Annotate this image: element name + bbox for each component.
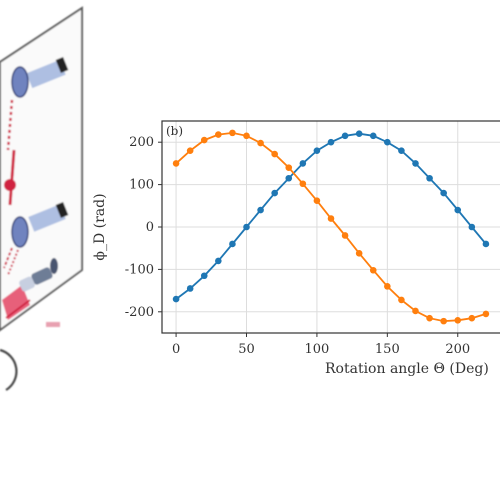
- y-tick-label: 100: [129, 178, 154, 193]
- data-point: [369, 266, 377, 274]
- x-axis-title: Rotation angle Θ (Deg): [325, 361, 489, 377]
- data-point: [285, 164, 293, 171]
- panel-label: (b): [166, 124, 183, 138]
- data-point: [186, 285, 194, 292]
- partial-circle: [0, 348, 18, 391]
- objective-lens-icon: [11, 202, 69, 248]
- data-point: [454, 316, 462, 324]
- data-point: [271, 189, 278, 197]
- data-point: [172, 160, 180, 167]
- data-point: [482, 240, 490, 248]
- grid: [162, 121, 500, 333]
- data-point: [200, 136, 208, 144]
- data-point: [257, 206, 264, 214]
- data-point: [454, 206, 462, 214]
- data-point: [369, 132, 377, 140]
- y-axis: 200 100 0 -100 -200: [125, 135, 162, 320]
- data-point: [200, 272, 208, 280]
- data-point: [313, 197, 321, 205]
- data-point: [341, 232, 349, 239]
- data-point: [412, 307, 419, 315]
- y-tick-label: -100: [125, 262, 154, 277]
- data-point: [327, 215, 335, 222]
- data-point: [215, 257, 222, 265]
- data-point: [229, 240, 236, 248]
- x-tick-label: 100: [305, 342, 330, 357]
- series-2: [172, 129, 490, 325]
- data-point: [398, 296, 405, 304]
- data-point: [229, 129, 236, 137]
- data-point: [398, 147, 405, 154]
- data-point: [257, 139, 264, 147]
- data-point: [468, 223, 476, 231]
- laser-source-icon: [19, 258, 58, 292]
- data-point: [243, 132, 250, 140]
- data-point: [440, 317, 447, 325]
- data-point: [327, 138, 335, 146]
- data-point: [299, 160, 307, 167]
- data-point: [355, 249, 363, 257]
- x-tick-label: 200: [445, 342, 470, 357]
- data-point: [426, 174, 433, 182]
- data-point: [384, 283, 391, 290]
- x-tick-label: 50: [238, 342, 255, 357]
- data-point: [412, 160, 419, 167]
- x-tick-label: 150: [375, 342, 400, 357]
- data-point: [468, 314, 476, 322]
- objective-lens-icon: [11, 57, 69, 98]
- data-point: [440, 189, 447, 197]
- data-point: [341, 132, 349, 140]
- data-point: [355, 130, 363, 138]
- y-tick-label: 0: [146, 220, 154, 235]
- x-tick-label: 0: [172, 342, 180, 357]
- data-point: [285, 174, 293, 182]
- data-point: [215, 131, 222, 138]
- laser-beam-icon: [2, 99, 31, 320]
- data-point: [313, 147, 321, 154]
- data-point: [172, 295, 180, 303]
- data-point: [426, 314, 433, 322]
- y-tick-label: 200: [129, 135, 154, 150]
- data-point: [243, 223, 250, 231]
- data-point: [299, 180, 307, 188]
- data-point: [271, 150, 278, 158]
- series-group: [172, 129, 490, 325]
- data-point: [384, 138, 391, 146]
- y-axis-title: ϕ_D (rad): [92, 193, 108, 260]
- y-tick-label: -200: [125, 305, 154, 320]
- data-point: [186, 147, 194, 154]
- x-axis: 0 50 100 150 200: [172, 333, 470, 357]
- data-point: [482, 310, 490, 318]
- series-1: [172, 130, 490, 303]
